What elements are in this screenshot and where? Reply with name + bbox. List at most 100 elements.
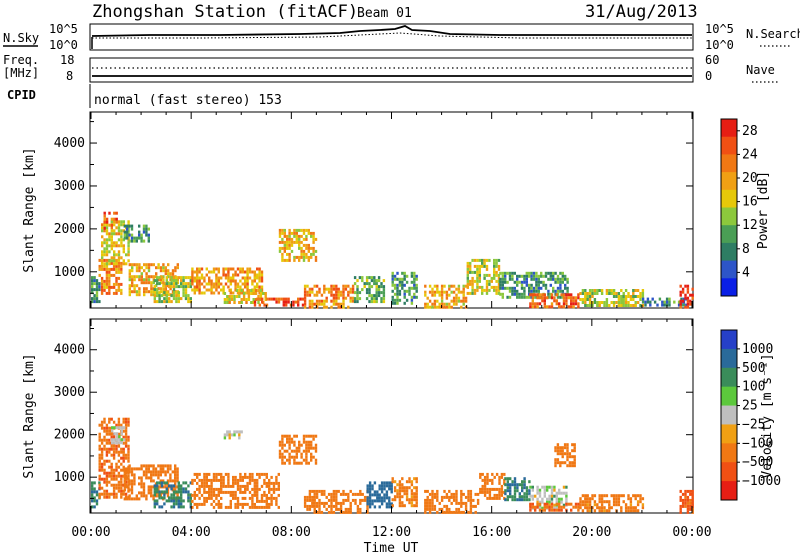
- y-tick-label: 2000: [54, 222, 85, 237]
- cpid-text: normal (fast stereo) 153: [94, 93, 282, 108]
- cpid-label: CPID: [7, 88, 36, 102]
- noise-tick-bottom-left: 10^0: [49, 38, 78, 52]
- y-tick-label: 2000: [54, 428, 85, 443]
- echo-region: [153, 276, 192, 304]
- colorbar-segment: [721, 330, 737, 350]
- echo-region: [111, 426, 126, 445]
- echo-region: [101, 220, 130, 266]
- nsky-line: [91, 25, 692, 37]
- colorbar-segment: [721, 172, 737, 191]
- echo-region: [153, 481, 192, 509]
- colorbar-tick-label: 28: [742, 124, 758, 139]
- echo-region: [353, 276, 386, 304]
- colorbar-tick-label: 12: [742, 218, 758, 233]
- velocity-echo-map: [91, 417, 694, 514]
- echo-region: [529, 293, 580, 309]
- echo-region: [98, 258, 123, 295]
- echo-region: [529, 502, 580, 512]
- x-tick-label: 20:00: [572, 525, 611, 540]
- power-y-ticks: 1000 2000 3000 4000: [54, 121, 693, 294]
- nsearch-line: [92, 32, 692, 39]
- colorbar-tick-label: −1000: [742, 474, 781, 489]
- beam-label: Beam 01: [357, 6, 412, 21]
- echo-region: [278, 434, 318, 465]
- echo-region: [529, 485, 568, 510]
- colorbar-segment: [721, 242, 737, 262]
- freq-tick-top: 18: [60, 53, 74, 67]
- power-x-ticks: [90, 112, 693, 308]
- echo-region: [391, 271, 418, 305]
- colorbar-segment: [721, 260, 737, 279]
- colorbar-segment: [721, 462, 737, 482]
- echo-region: [424, 284, 468, 309]
- y-tick-label: 4000: [54, 136, 85, 151]
- power-colorbar-label: Power [dB]: [756, 171, 771, 249]
- nave-label: Nave: [746, 63, 775, 77]
- colorbar-tick-label: −25: [742, 417, 765, 432]
- freq-tick-bottom: 8: [66, 69, 73, 83]
- colorbar-tick-label: 24: [742, 147, 758, 162]
- echo-region: [303, 489, 369, 514]
- echo-region: [278, 228, 318, 262]
- colorbar-segment: [721, 424, 737, 444]
- time-tick-labels: 00:00 04:00 08:00 12:00 16:00 20:00 00:00: [71, 525, 711, 540]
- freq-label-2: [MHz]: [3, 66, 39, 80]
- noise-tick-top-right: 10^5: [705, 22, 734, 36]
- echo-region: [504, 477, 531, 502]
- nsearch-label: N.Search: [746, 27, 800, 41]
- noise-panel: N.Sky 10^5 10^0 10^5 10^0 N.Search: [3, 22, 800, 52]
- echo-region: [424, 489, 480, 514]
- colorbar-tick-label: 8: [742, 242, 750, 257]
- velocity-y-axis-label: Slant Range [km]: [22, 353, 37, 478]
- colorbar-segment: [721, 386, 737, 407]
- x-tick-label: 08:00: [272, 525, 311, 540]
- x-tick-label: 00:00: [672, 525, 711, 540]
- colorbar-segment: [721, 136, 737, 155]
- colorbar-segment: [721, 348, 737, 369]
- colorbar-tick-label: −100: [742, 436, 773, 451]
- echo-region: [554, 443, 576, 468]
- echo-region: [679, 489, 694, 514]
- power-y-axis-label: Slant Range [km]: [22, 147, 37, 272]
- echo-region: [123, 224, 150, 243]
- colorbar-segment: [721, 189, 737, 208]
- noise-tick-top-left: 10^5: [49, 22, 78, 36]
- nsky-label: N.Sky: [3, 31, 39, 45]
- colorbar-segment: [721, 225, 737, 244]
- y-tick-label: 3000: [54, 179, 85, 194]
- y-tick-label: 1000: [54, 470, 85, 485]
- velocity-colorbar-label: Velocity [m s⁻¹]: [760, 353, 775, 478]
- echo-region: [223, 430, 243, 440]
- echo-region: [103, 211, 118, 230]
- colorbar-segment: [721, 443, 737, 463]
- x-tick-label: 12:00: [372, 525, 411, 540]
- freq-panel: Freq. [MHz] 18 8 60 0 Nave: [3, 53, 778, 83]
- colorbar-tick-label: 4: [742, 265, 750, 280]
- velocity-panel: 1000 2000 3000 4000 Slant Range [km] 1000 50…: [22, 318, 781, 514]
- x-tick-label: 16:00: [472, 525, 511, 540]
- colorbar-segment: [721, 405, 737, 425]
- colorbar-tick-label: 25: [742, 399, 758, 414]
- colorbar-segment: [721, 367, 737, 388]
- echo-region: [303, 284, 355, 309]
- colorbar-tick-label: 500: [742, 361, 765, 376]
- freq-label-1: Freq.: [3, 53, 39, 67]
- echo-region: [391, 477, 418, 508]
- y-tick-label: 1000: [54, 265, 85, 280]
- nave-tick-bottom: 0: [705, 69, 712, 83]
- x-tick-label: 04:00: [172, 525, 211, 540]
- y-tick-label: 4000: [54, 343, 85, 358]
- nave-tick-top: 60: [705, 53, 719, 67]
- echo-region: [479, 472, 506, 500]
- colorbar-tick-label: −500: [742, 455, 773, 470]
- colorbar-segment: [721, 119, 737, 138]
- colorbar-segment: [721, 278, 737, 297]
- echo-region: [579, 289, 645, 307]
- echo-region: [679, 284, 694, 309]
- echo-region: [91, 276, 101, 304]
- noise-tick-bottom-right: 10^0: [705, 38, 734, 52]
- power-echo-map: [91, 211, 694, 309]
- velocity-y-ticks: 1000 2000 3000 4000: [54, 327, 693, 499]
- echo-region: [191, 472, 280, 509]
- x-tick-label: 00:00: [71, 525, 110, 540]
